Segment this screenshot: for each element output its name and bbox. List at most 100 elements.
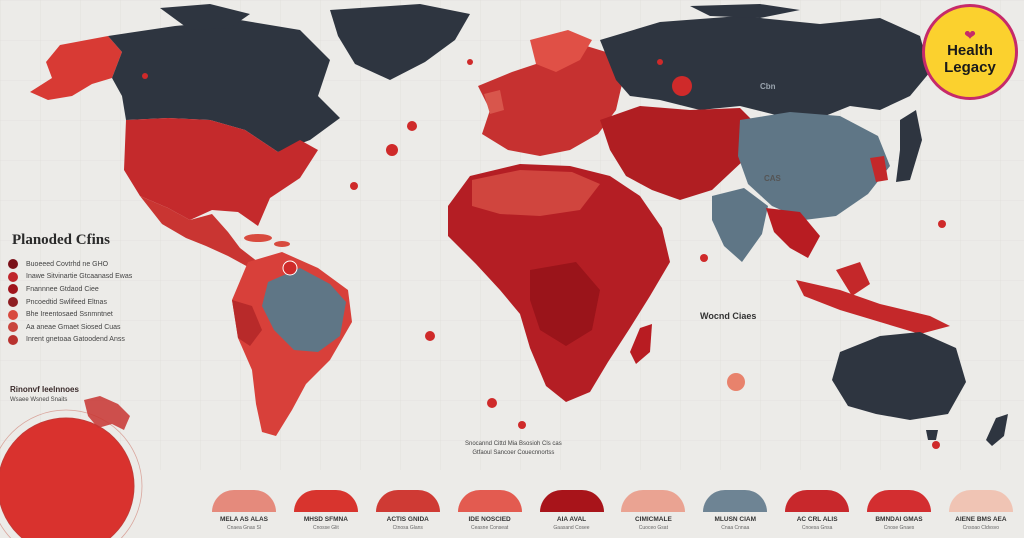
brazil-region [262, 268, 346, 352]
strip-item: AC CRL ALIS Cnoesa Gnsa [778, 476, 856, 538]
city-marker [350, 182, 358, 190]
legend-swatch [8, 322, 18, 333]
legend-title: Planoded Cfins [12, 232, 110, 248]
legend-item: Fnannnee Gtdaod Ciee [8, 283, 132, 296]
legend-item: Pncoedtid Swlifeed Eltnas [8, 296, 132, 309]
legend-swatch [8, 309, 18, 320]
legend-item-label: Pncoedtid Swlifeed Eltnas [26, 298, 107, 306]
strip-sub: Cnaa Cnnaa [721, 525, 750, 531]
strip-label: MHSD SFMNA [303, 516, 348, 523]
strip-sub: Ctnosa Glans [392, 525, 423, 531]
asia-label: CAS [764, 174, 781, 183]
strip-item: CIMICMALE Cuoceo Gsat [614, 476, 692, 538]
health-legacy-logo[interactable]: ❤ Health Legacy [922, 4, 1018, 100]
city-marker [518, 421, 526, 429]
strip-dome [785, 490, 850, 512]
legend-item: Inrent gnetoaa Gatoodend Anss [8, 334, 132, 347]
greenland-region [330, 4, 470, 80]
inset-title: Rinonvf Ieelnnoes [10, 385, 79, 394]
city-marker [407, 121, 417, 131]
strip-item: ACTIS GNIDA Ctnosa Glans [369, 476, 447, 538]
se-asia-region [766, 208, 820, 258]
east-asia-region [738, 112, 890, 220]
strip-sub: Cnsoao Cldvsvo [962, 525, 1000, 531]
strip-label: IDE NOSCIED [468, 516, 511, 523]
city-marker [932, 441, 940, 449]
strip-label: AIENE BMS AEA [955, 516, 1007, 523]
strip-dome [703, 490, 768, 512]
city-marker [282, 260, 298, 276]
legend-item-label: Bhe Ireentosaed Ssnmntnet [26, 311, 113, 319]
world-label: Wocnd Ciaes [700, 311, 757, 321]
legend-swatch [8, 334, 18, 345]
japan-region [896, 110, 922, 182]
strip-sub: Cnose Gnaes [883, 525, 915, 531]
legend-swatch [8, 259, 18, 270]
strip-label: MLUSN CIAM [714, 516, 757, 523]
center-note: Snocannd Cittd Mia Bsosioh Cls cas Gtfao… [465, 440, 562, 458]
madagascar-region [630, 324, 652, 364]
strip-label: ACTIS GNIDA [386, 516, 429, 523]
city-marker [938, 220, 946, 228]
logo-line-2: Legacy [944, 59, 996, 76]
europe-region [478, 44, 622, 156]
category-strip: MELA AS ALAS Cnaea Gnas Sl MHSD SFMNA Cnos… [205, 476, 1020, 538]
strip-item: MELA AS ALAS Cnaea Gnas Sl [205, 476, 283, 538]
legend-item-label: Aa aneae Gmaet Siosed Cuas [26, 323, 121, 331]
alaska-region [30, 36, 122, 100]
legend-swatch [8, 297, 18, 308]
strip-label: MELA AS ALAS [219, 516, 269, 523]
city-marker [700, 254, 708, 262]
strip-dome [457, 490, 522, 512]
russia-label: Cbn [760, 82, 776, 91]
city-marker [467, 59, 473, 65]
city-marker [425, 331, 435, 341]
mexico-region [140, 196, 258, 268]
strip-dome [948, 490, 1013, 512]
new-zealand-region [986, 414, 1008, 446]
strip-sub: Cuoceo Gsat [638, 525, 668, 531]
strip-sub: Cnaea Gnas Sl [227, 525, 261, 531]
legend-item-label: Inrent gnetoaa Gatoodend Anss [26, 336, 125, 344]
strip-dome [621, 490, 686, 512]
strip-sub: Cnoesa Gnsa [801, 525, 833, 531]
strip-dome [293, 490, 358, 512]
central-asia-region [600, 106, 760, 200]
strip-sub: Cnosse Glit [312, 525, 339, 531]
strip-item: MLUSN CIAM Cnaa Cnnaa [696, 476, 774, 538]
strip-dome [539, 490, 604, 512]
city-marker [657, 59, 663, 65]
legend-item-label: Fnannnee Gtdaod Ciee [26, 285, 99, 293]
strip-dome [375, 490, 440, 512]
canada-region [108, 20, 340, 152]
legend-swatch [8, 271, 18, 282]
legend-item-label: Inawe Sitvinartie Gtcaanasd Ewas [26, 273, 133, 281]
city-marker [386, 144, 398, 156]
strip-item: IDE NOSCIED Ceasne Conseat [451, 476, 529, 538]
center-note-line: Gtfaoul Sancoer Couecnnortss [472, 450, 555, 456]
legend-item: Aa aneae Gmaet Siosed Cuas [8, 321, 132, 334]
logo-line-1: Health [947, 42, 993, 59]
usa-region [124, 118, 318, 226]
strip-label: BMNDAI GMAS [875, 516, 923, 523]
legend-item-label: Buoeeed Covtrhd ne GHO [26, 260, 109, 268]
strip-label: AIA AVAL [556, 516, 587, 523]
strip-item: MHSD SFMNA Cnosse Glit [287, 476, 365, 538]
legend-list: Buoeeed Covtrhd ne GHO Inawe Sitvinartie… [8, 258, 132, 346]
strip-item: BMNDAI GMAS Cnose Gnaes [860, 476, 938, 538]
strip-item: AIENE BMS AEA Cnsoao Cldvsvo [942, 476, 1020, 538]
india-region [712, 188, 768, 262]
strip-dome [867, 490, 931, 512]
city-marker [727, 373, 745, 391]
legend-item: Bhe Ireentosaed Ssnmntnet [8, 308, 132, 321]
city-marker [672, 76, 692, 96]
strip-label: CIMICMALE [634, 516, 672, 523]
australia-region [832, 332, 966, 420]
city-marker [142, 73, 148, 79]
heart-hands-icon: ❤ [964, 27, 976, 43]
inset-circle [0, 417, 135, 538]
legend-item: Buoeeed Covtrhd ne GHO [8, 258, 132, 271]
strip-sub: Ceasne Conseat [471, 525, 509, 531]
center-note-line: Snocannd Cittd Mia Bsosioh Cls cas [465, 441, 562, 447]
